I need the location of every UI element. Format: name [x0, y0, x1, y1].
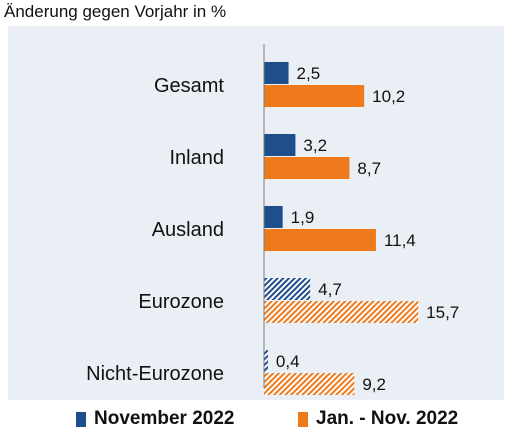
legend: November 2022 Jan. - Nov. 2022: [0, 408, 508, 436]
legend-swatch-jan-nov-2022: [298, 411, 308, 427]
data-label-jan-nov-2022-ausland: 11,4: [384, 231, 416, 250]
data-label-jan-nov-2022-gesamt: 10,2: [372, 87, 405, 106]
bar-november-2022-eurozone: [264, 278, 311, 300]
data-label-november-2022-eurozone: 4,7: [318, 280, 342, 299]
bar-november-2022-inland: [264, 134, 296, 156]
category-label-eurozone: Eurozone: [138, 291, 224, 313]
bar-november-2022-ausland: [264, 206, 283, 228]
bar-november-2022-nicht-eurozone: [264, 350, 268, 372]
data-label-jan-nov-2022-eurozone: 15,7: [426, 303, 459, 322]
bar-november-2022-gesamt: [264, 62, 289, 84]
legend-swatch-november-2022: [76, 411, 86, 427]
plot-area: Gesamt 2,5 10,2 Inland 3,2 8,7 Ausland 1,9 11,4 E…: [8, 26, 504, 400]
bar-jan-nov-2022-nicht-eurozone: [264, 373, 355, 395]
data-label-november-2022-nicht-eurozone: 0,4: [276, 352, 300, 371]
bar-jan-nov-2022-gesamt: [264, 85, 365, 107]
legend-label-jan-nov-2022: Jan. - Nov. 2022: [316, 408, 459, 429]
data-label-jan-nov-2022-inland: 8,7: [357, 159, 381, 178]
data-label-november-2022-gesamt: 2,5: [297, 64, 321, 83]
data-label-jan-nov-2022-nicht-eurozone: 9,2: [362, 375, 386, 394]
bar-chart: Gesamt 2,5 10,2 Inland 3,2 8,7 Ausland 1,9 11,4 E…: [86, 44, 459, 395]
category-label-inland: Inland: [170, 147, 225, 169]
legend-label-november-2022: November 2022: [94, 408, 235, 429]
data-label-november-2022-ausland: 1,9: [291, 208, 315, 227]
bar-jan-nov-2022-inland: [264, 157, 350, 179]
legend-item-november-2022: November 2022: [76, 408, 234, 430]
chart-subtitle: Änderung gegen Vorjahr in %: [4, 2, 227, 21]
category-label-gesamt: Gesamt: [154, 75, 224, 97]
bar-jan-nov-2022-eurozone: [264, 301, 419, 323]
category-label-ausland: Ausland: [152, 219, 224, 241]
legend-item-jan-nov-2022: Jan. - Nov. 2022: [298, 408, 458, 430]
bar-jan-nov-2022-ausland: [264, 229, 376, 251]
category-label-nicht-eurozone: Nicht-Eurozone: [86, 363, 224, 385]
data-label-november-2022-inland: 3,2: [303, 136, 327, 155]
